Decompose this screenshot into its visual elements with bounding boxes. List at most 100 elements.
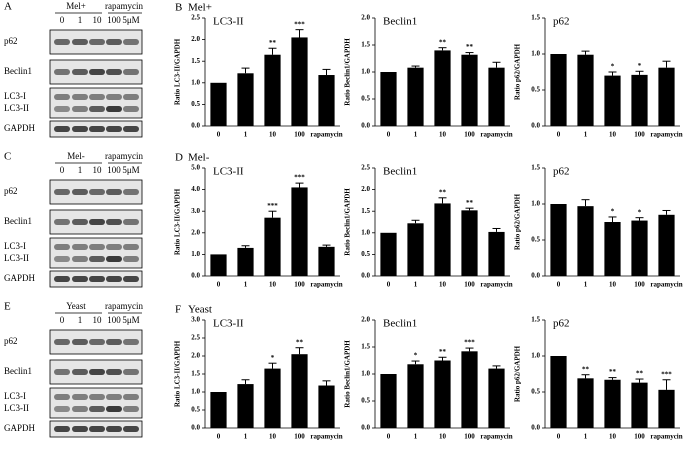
bar	[380, 232, 397, 276]
chart-title: Beclin1	[383, 166, 417, 178]
significance: *	[638, 62, 642, 70]
lane-label: 5μM	[122, 315, 139, 325]
bar	[658, 67, 675, 126]
band	[72, 256, 88, 262]
x-tick-label: 100	[464, 281, 475, 289]
y-tick-label: 3.0	[191, 207, 200, 215]
band	[89, 106, 105, 112]
bar	[434, 50, 451, 126]
band	[106, 106, 122, 112]
bar	[318, 385, 335, 428]
band	[123, 244, 139, 250]
band	[72, 276, 88, 282]
band	[106, 406, 122, 412]
y-tick-label: 0.0	[191, 424, 200, 432]
band	[106, 219, 122, 225]
y-tick-label: 2.5	[191, 334, 200, 342]
x-tick-label: rapamycin	[310, 281, 342, 289]
bar	[291, 37, 308, 126]
chart-title: LC3-II	[213, 16, 244, 28]
band	[89, 276, 105, 282]
bar	[434, 360, 451, 428]
y-tick-label: 1.0	[531, 352, 540, 360]
lane-label: 0	[60, 165, 65, 175]
x-tick-label: 0	[387, 131, 391, 139]
lane-label: 100	[107, 15, 121, 25]
bar	[461, 210, 478, 276]
bar	[604, 75, 621, 126]
bar	[488, 67, 505, 126]
lane-label: 0	[60, 15, 65, 25]
band	[89, 94, 105, 100]
significance: *	[611, 208, 615, 216]
y-tick-label: 0.0	[191, 272, 200, 280]
chart-title: Beclin1	[383, 318, 417, 330]
y-tick-label: 1.5	[191, 57, 200, 65]
protein-label: LC3-II	[4, 403, 29, 413]
bar	[631, 74, 648, 126]
band	[106, 189, 122, 195]
x-tick-label: 100	[464, 433, 475, 441]
y-tick-label: 0.0	[531, 122, 540, 130]
significance: ***	[661, 370, 672, 378]
bar	[291, 354, 308, 428]
x-tick-label: 10	[439, 131, 447, 139]
bar	[434, 203, 451, 276]
band	[89, 406, 105, 412]
x-tick-label: 10	[269, 433, 277, 441]
panel-letter: A	[4, 1, 12, 13]
protein-label: LC3-I	[4, 241, 26, 251]
x-tick-label: 1	[244, 281, 248, 289]
band	[54, 276, 70, 282]
lane-label: 100	[107, 165, 121, 175]
band	[54, 39, 70, 45]
bar	[577, 206, 594, 276]
band	[123, 106, 139, 112]
x-tick-label: rapamycin	[310, 131, 342, 139]
bar	[407, 364, 424, 428]
y-tick-label: 0.5	[361, 95, 370, 103]
y-tick-label: 2.0	[191, 352, 200, 360]
x-tick-label: rapamycin	[480, 281, 512, 289]
x-tick-label: 10	[609, 281, 617, 289]
band	[54, 126, 70, 132]
condition-label: Yeast	[66, 301, 86, 311]
band	[54, 244, 70, 250]
band	[123, 339, 139, 345]
lane-label: 0	[60, 315, 65, 325]
bar	[407, 67, 424, 126]
protein-label: GAPDH	[4, 423, 36, 433]
panel-letter: D	[175, 152, 183, 164]
y-tick-label: 1.0	[531, 200, 540, 208]
bar	[488, 368, 505, 428]
chart-title: LC3-II	[213, 318, 244, 330]
x-tick-label: 0	[557, 281, 561, 289]
band	[72, 189, 88, 195]
chart-title: LC3-II	[213, 166, 244, 178]
significance: *	[638, 208, 642, 216]
y-axis-label: Ratio LC3-II/GAPDH	[174, 188, 182, 255]
bar	[488, 231, 505, 276]
protein-label: Beclin1	[4, 216, 32, 226]
x-tick-label: 10	[269, 131, 277, 139]
band	[89, 219, 105, 225]
y-tick-label: 0.0	[361, 122, 370, 130]
bar	[577, 378, 594, 428]
condition-label: Mel+	[66, 1, 86, 11]
significance: ***	[294, 20, 305, 28]
lane-label: 1	[78, 15, 83, 25]
y-axis-label: Ratio Beclin1/GAPDH	[344, 188, 352, 256]
y-axis-label: Ratio Beclin1/GAPDH	[344, 340, 352, 408]
y-tick-label: 2.0	[191, 35, 200, 43]
band	[106, 426, 122, 432]
protein-label: p62	[4, 336, 18, 346]
band	[106, 244, 122, 250]
y-tick-label: 1.5	[361, 41, 370, 49]
bar	[264, 368, 281, 428]
protein-label: GAPDH	[4, 273, 36, 283]
y-tick-label: 0.5	[531, 86, 540, 94]
significance: ***	[294, 174, 305, 182]
bar	[210, 82, 227, 126]
treatment-label: rapamycin	[105, 1, 143, 11]
